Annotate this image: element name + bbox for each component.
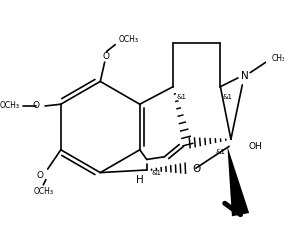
- Text: &1: &1: [222, 94, 232, 100]
- Text: CH₃: CH₃: [271, 54, 284, 63]
- Text: OCH₃: OCH₃: [33, 187, 53, 196]
- Text: N: N: [241, 71, 249, 81]
- Text: H: H: [136, 175, 144, 186]
- Polygon shape: [227, 146, 249, 216]
- Text: &1: &1: [151, 170, 161, 176]
- Text: O: O: [103, 52, 110, 60]
- Text: OH: OH: [248, 142, 262, 151]
- Text: O: O: [192, 164, 201, 174]
- Text: O: O: [36, 171, 43, 180]
- Text: OCH₃: OCH₃: [0, 102, 20, 110]
- Text: O: O: [33, 102, 40, 110]
- Text: OCH₃: OCH₃: [119, 35, 139, 44]
- Text: &1: &1: [177, 94, 187, 100]
- Text: &1: &1: [215, 149, 225, 155]
